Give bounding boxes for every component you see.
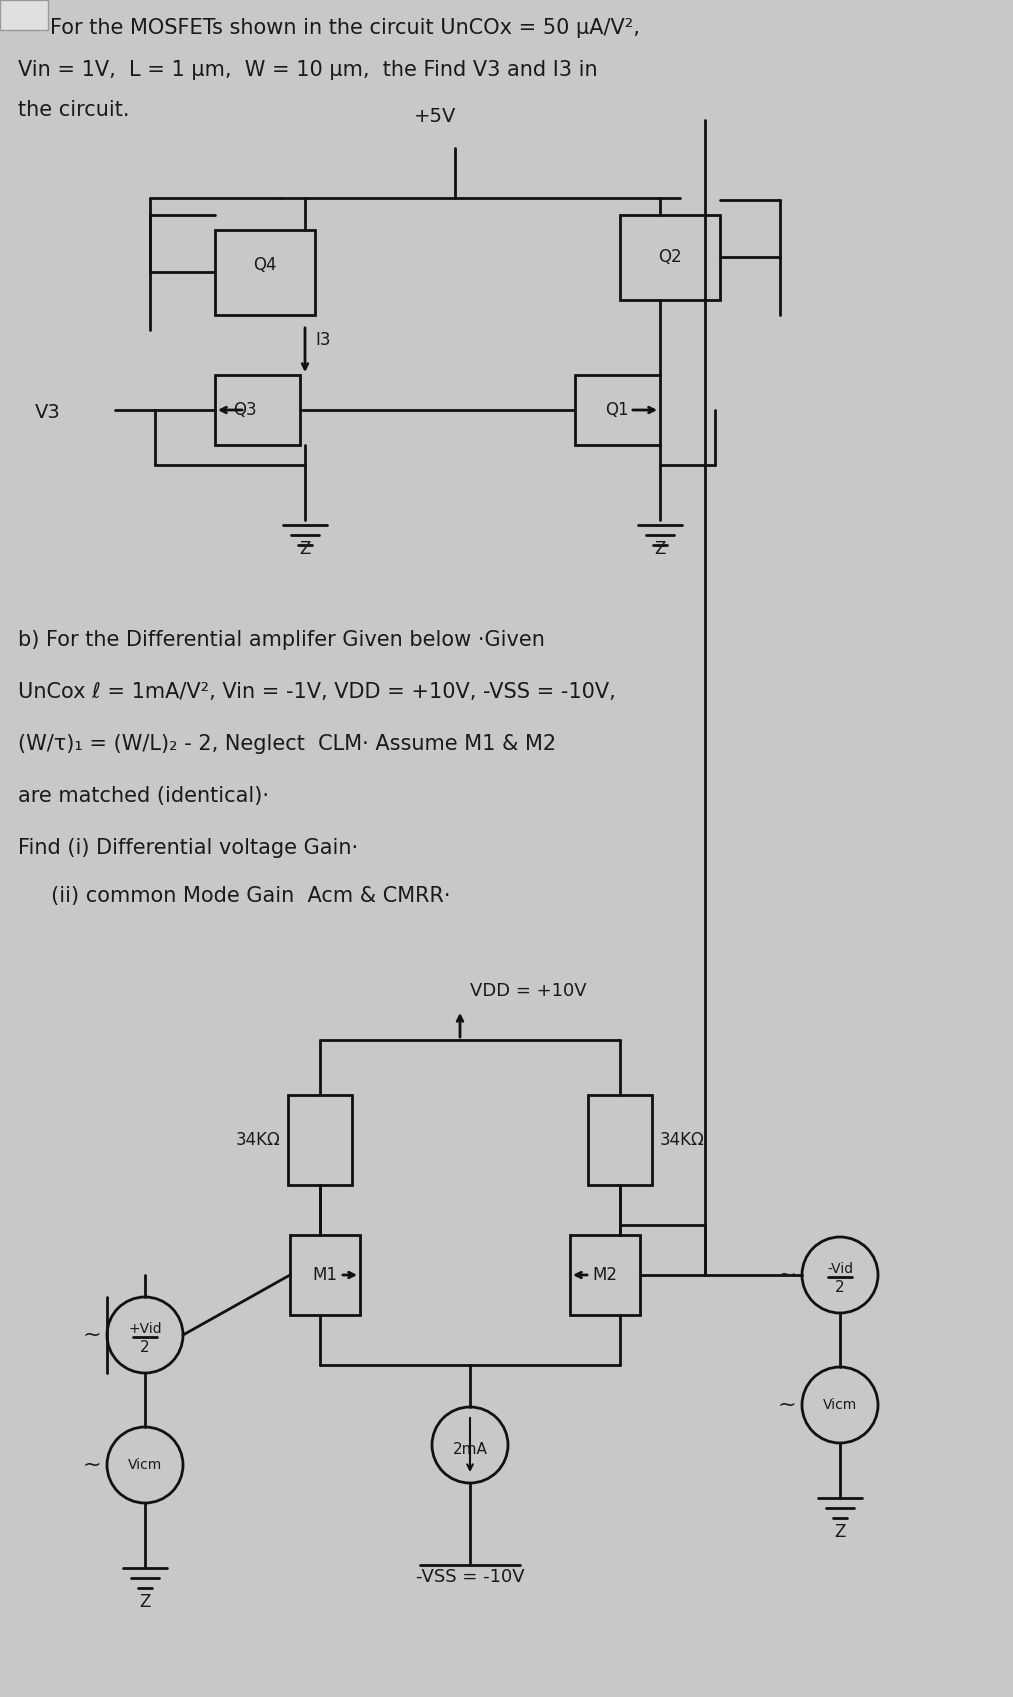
Text: V3: V3 — [35, 404, 61, 423]
Text: 2: 2 — [835, 1280, 845, 1295]
Text: Vicm: Vicm — [823, 1398, 857, 1412]
Bar — [288, 1095, 352, 1185]
Text: (ii) common Mode Gain  Acm & CMRR·: (ii) common Mode Gain Acm & CMRR· — [18, 886, 451, 906]
Bar — [575, 375, 660, 445]
Bar — [290, 1235, 360, 1315]
Text: 34KΩ: 34KΩ — [660, 1130, 705, 1149]
Text: -Vid: -Vid — [827, 1263, 853, 1276]
Text: Q3: Q3 — [233, 400, 256, 419]
Text: the circuit.: the circuit. — [18, 100, 130, 120]
Text: +5V: +5V — [414, 107, 456, 126]
Text: 34KΩ: 34KΩ — [235, 1130, 280, 1149]
Text: Q2: Q2 — [658, 248, 682, 266]
Text: Z: Z — [835, 1522, 846, 1541]
Text: (W/τ)₁ = (W/L)₂ - 2, Neglect  CLM· Assume M1 & M2: (W/τ)₁ = (W/L)₂ - 2, Neglect CLM· Assume… — [18, 735, 556, 753]
Bar — [215, 375, 300, 445]
Text: I3: I3 — [315, 331, 330, 350]
Text: M2: M2 — [593, 1266, 618, 1285]
Bar — [588, 1095, 652, 1185]
Text: b) For the Differential amplifer Given below ·Given: b) For the Differential amplifer Given b… — [18, 630, 545, 650]
Text: Q1: Q1 — [605, 400, 629, 419]
Text: Vicm: Vicm — [128, 1458, 162, 1471]
Text: Vin = 1V,  L = 1 μm,  W = 10 μm,  the Find V3 and I3 in: Vin = 1V, L = 1 μm, W = 10 μm, the Find … — [18, 59, 598, 80]
Text: 2: 2 — [140, 1339, 150, 1354]
Text: are matched (identical)·: are matched (identical)· — [18, 786, 269, 806]
Text: +Vid: +Vid — [129, 1322, 162, 1336]
Text: Z: Z — [140, 1593, 151, 1610]
Text: VDD = +10V: VDD = +10V — [470, 983, 587, 1000]
Text: 2mA: 2mA — [453, 1442, 487, 1458]
Bar — [215, 231, 315, 316]
Text: Find (i) Differential voltage Gain·: Find (i) Differential voltage Gain· — [18, 838, 359, 859]
Bar — [570, 1235, 640, 1315]
Text: For the MOSFETs shown in the circuit UnCOx = 50 μA/V²,: For the MOSFETs shown in the circuit UnC… — [50, 19, 640, 37]
Text: ~: ~ — [778, 1264, 796, 1285]
Bar — [0, 0, 48, 31]
Text: ~: ~ — [83, 1325, 101, 1346]
Text: Q4: Q4 — [253, 256, 277, 273]
Text: Z: Z — [654, 540, 666, 558]
Text: Z: Z — [299, 540, 311, 558]
Text: ~: ~ — [778, 1395, 796, 1415]
Text: M1: M1 — [312, 1266, 337, 1285]
Bar — [620, 216, 720, 300]
Text: ~: ~ — [83, 1454, 101, 1475]
Text: UnCox ℓ = 1mA/V², Vin = -1V, VDD = +10V, -VSS = -10V,: UnCox ℓ = 1mA/V², Vin = -1V, VDD = +10V,… — [18, 682, 616, 703]
Text: -VSS = -10V: -VSS = -10V — [415, 1568, 525, 1587]
